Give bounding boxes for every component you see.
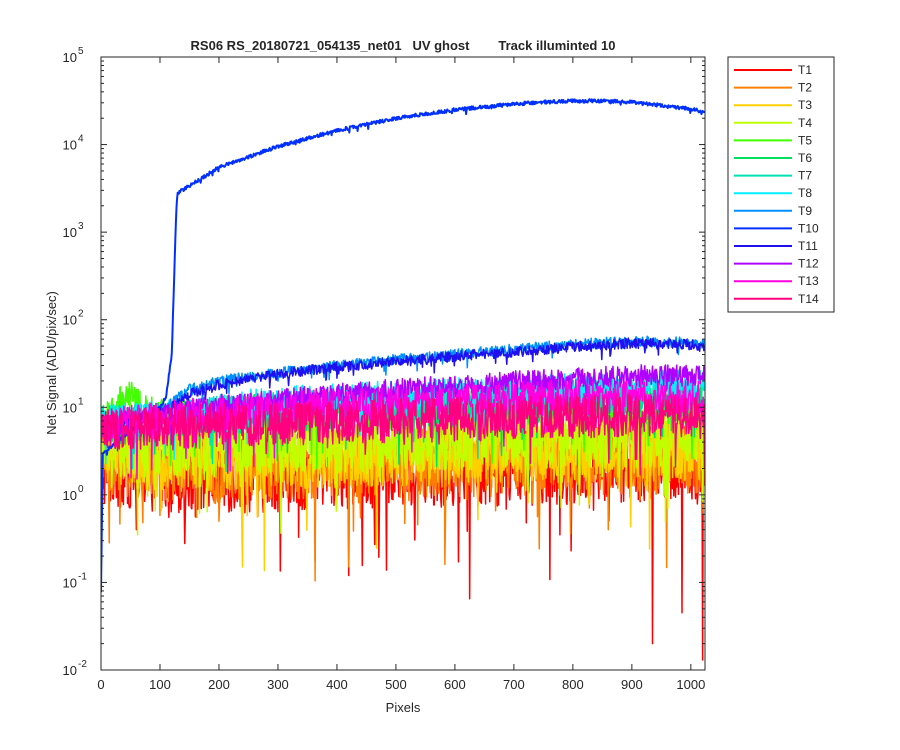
series-layer — [101, 98, 705, 661]
y-tick-label: 10 — [63, 400, 77, 415]
y-tick-exponent: 5 — [78, 46, 84, 57]
legend-label-t5: T5 — [798, 133, 812, 147]
x-tick-label: 300 — [267, 677, 289, 692]
series-line-t11 — [101, 337, 705, 438]
legend-label-t7: T7 — [798, 169, 812, 183]
y-tick-exponent: 4 — [78, 134, 84, 145]
x-tick-label: 100 — [149, 677, 171, 692]
legend-label-t11: T11 — [798, 239, 818, 253]
y-tick-label: 10 — [63, 313, 77, 328]
legend-label-t14: T14 — [798, 292, 819, 306]
y-tick-label: 10 — [63, 138, 77, 153]
plot-axes-box — [100, 56, 706, 671]
x-tick-label: 200 — [208, 677, 230, 692]
y-tick-label: 10 — [63, 225, 77, 240]
x-tick-label: 800 — [562, 677, 584, 692]
x-tick-label: 400 — [326, 677, 348, 692]
legend-label-t1: T1 — [798, 63, 812, 77]
legend-label-t9: T9 — [798, 204, 812, 218]
legend-label-t3: T3 — [798, 98, 812, 112]
y-tick-label: 10 — [63, 663, 77, 678]
x-tick-label: 700 — [503, 677, 525, 692]
legend-box — [727, 56, 835, 313]
x-tick-label: 1000 — [676, 677, 705, 692]
x-tick-label: 900 — [621, 677, 643, 692]
x-tick-label: 600 — [444, 677, 466, 692]
legend-label-t6: T6 — [798, 151, 812, 165]
series-line-t10 — [101, 98, 705, 593]
legend-label-t2: T2 — [798, 81, 812, 95]
y-tick-exponent: 2 — [78, 309, 84, 320]
series-line-t14 — [101, 393, 705, 476]
y-tick-exponent: 0 — [78, 484, 84, 495]
legend: T1 T2 T3 T4 T5 T6 T7 T8 T9 T10 T11 T12 T13 T14 — [727, 56, 835, 313]
x-tick-label: 0 — [97, 677, 104, 692]
legend-label-t10: T10 — [798, 221, 819, 235]
legend-label-t4: T4 — [798, 116, 812, 130]
x-tick-label: 500 — [385, 677, 407, 692]
x-axis: 0 100 200 300 400 500 600 700 800 900 1000 — [97, 57, 705, 692]
y-tick-label: 10 — [63, 575, 77, 590]
y-tick-exponent: 3 — [78, 221, 84, 232]
y-axis-title: Net Signal (ADU/pix/sec) — [44, 291, 59, 435]
y-tick-exponent: -1 — [78, 571, 87, 582]
y-tick-exponent: -2 — [78, 659, 87, 670]
x-axis-title: Pixels — [386, 700, 421, 715]
legend-label-t13: T13 — [798, 274, 819, 288]
legend-label-t12: T12 — [798, 257, 819, 271]
chart-title: RS06 RS_20180721_054135_net01 UV ghost T… — [191, 38, 616, 53]
y-tick-exponent: 1 — [78, 396, 84, 407]
legend-label-t8: T8 — [798, 186, 812, 200]
series-line-t12 — [101, 364, 705, 452]
y-tick-label: 10 — [63, 488, 77, 503]
y-tick-label: 10 — [63, 50, 77, 65]
